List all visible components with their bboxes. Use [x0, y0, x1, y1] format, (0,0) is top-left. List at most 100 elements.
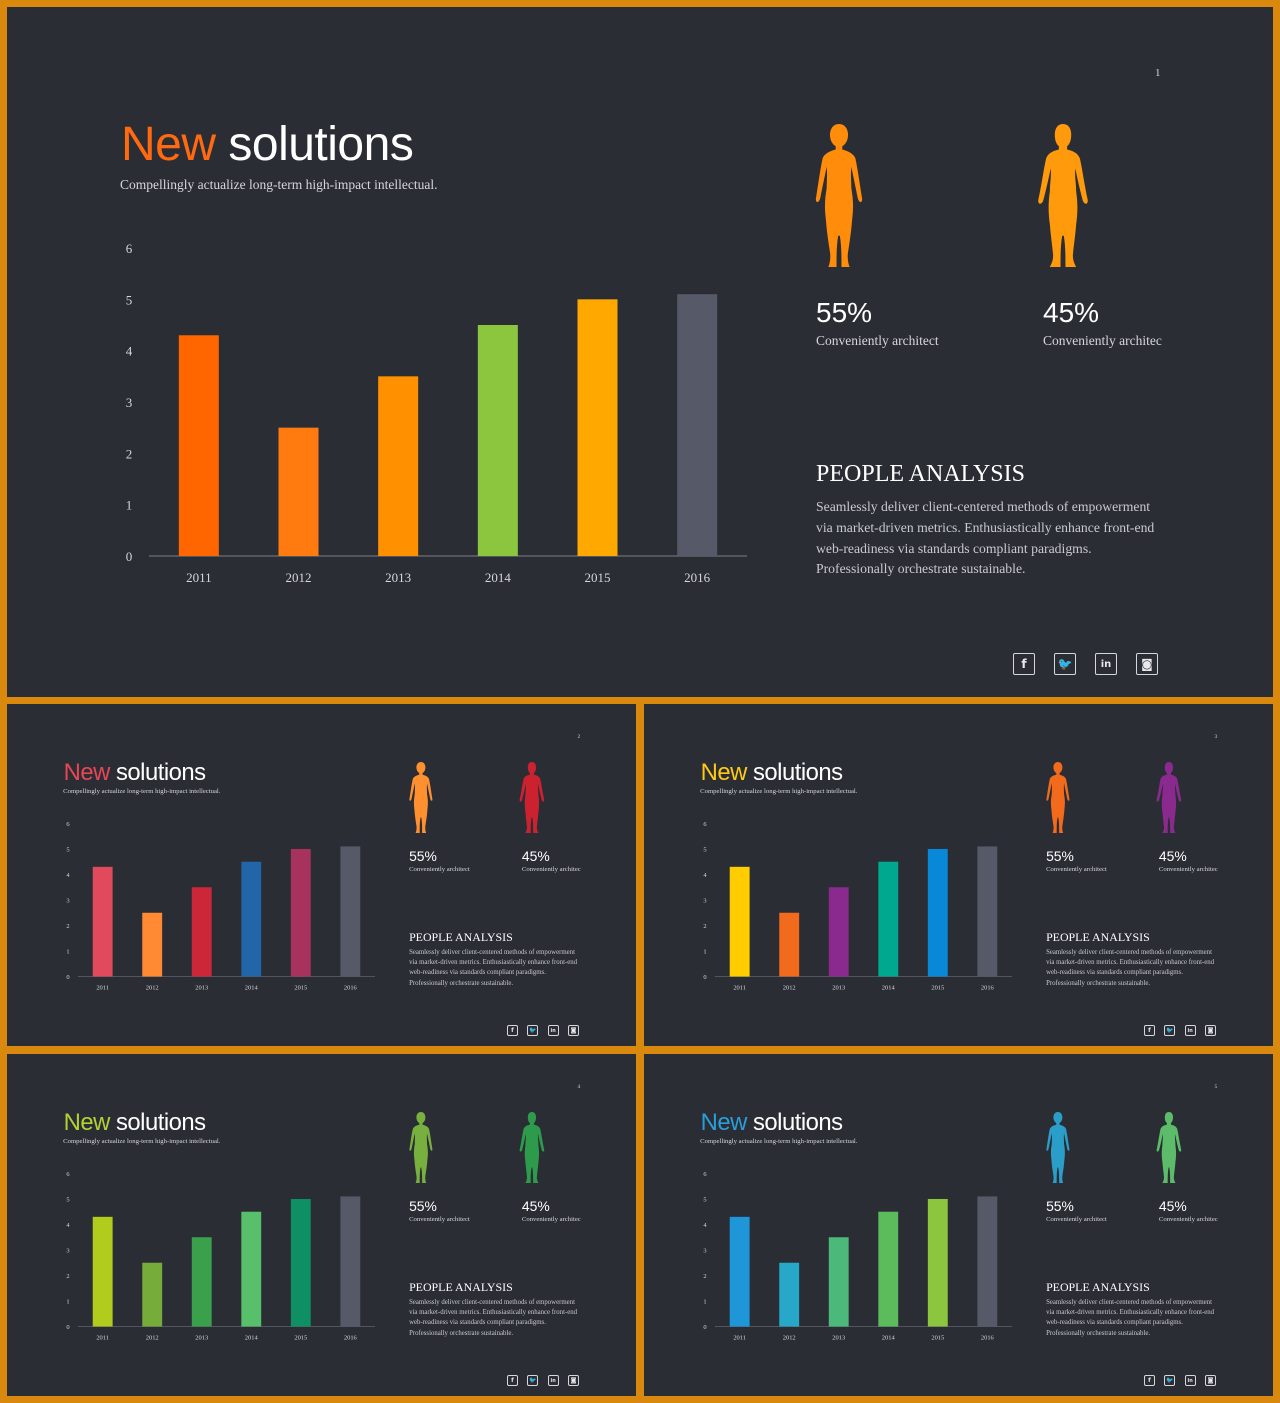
y-tick-label: 6: [66, 1171, 70, 1178]
y-tick-label: 1: [66, 1299, 69, 1306]
twitter-icon[interactable]: 🐦: [527, 1375, 539, 1386]
x-tick-label: 2015: [294, 985, 307, 992]
bar-2011: [729, 867, 750, 977]
slide-number: 2: [577, 733, 581, 740]
y-tick-label: 1: [703, 1299, 706, 1306]
instagram-icon[interactable]: ◙: [568, 1025, 579, 1036]
y-tick-label: 4: [66, 1222, 70, 1229]
slide-1: 1 New solutions Compellingly actualize lon…: [7, 7, 1273, 697]
x-tick-label: 2016: [684, 570, 711, 585]
x-tick-label: 2012: [145, 985, 158, 992]
figure-shape: [1156, 762, 1182, 834]
x-tick-label: 2013: [195, 1335, 208, 1342]
y-tick-label: 6: [703, 821, 707, 828]
y-tick-label: 5: [66, 847, 69, 854]
y-tick-label: 1: [703, 949, 706, 956]
figure-shape: [1038, 124, 1088, 267]
title-accent: New: [63, 758, 111, 786]
male-figure-icon: [1156, 762, 1182, 834]
bar-2015: [927, 849, 948, 977]
linkedin-icon[interactable]: in: [547, 1375, 559, 1386]
bar-2015: [290, 849, 311, 977]
y-tick-label: 6: [703, 1171, 707, 1178]
linkedin-icon[interactable]: in: [547, 1025, 559, 1036]
title-rest: solutions: [746, 758, 843, 786]
bar-2011: [92, 867, 113, 977]
subtitle: Compellingly actualize long-term high-im…: [700, 788, 858, 796]
facebook-icon[interactable]: f: [1143, 1375, 1155, 1386]
bar-2014: [240, 862, 261, 977]
subtitle: Compellingly actualize long-term high-im…: [63, 1138, 221, 1146]
linkedin-icon[interactable]: in: [1095, 653, 1117, 675]
bar-chart: 0 1 2 3 4 5 6 2011 2012 2013 2014 2015 2016: [126, 241, 747, 585]
percentage-label: Conveniently architec: [521, 1216, 581, 1224]
percentage-value: 55%: [1046, 1198, 1074, 1215]
social-links: f 🐦 in ◙: [1143, 1375, 1225, 1386]
facebook-icon[interactable]: f: [506, 1025, 518, 1036]
bar-chart: 0 1 2 3 4 5 6 2011 2012 2013 2014 2015 2016: [703, 821, 1012, 992]
title-rest: solutions: [109, 758, 206, 786]
facebook-icon[interactable]: f: [506, 1375, 518, 1386]
social-links: f 🐦 in ◙: [1013, 653, 1177, 675]
male-figure-icon: [1038, 124, 1088, 267]
analysis-body: Seamlessly deliver client-centered metho…: [1046, 948, 1215, 987]
female-figure-icon: [1046, 1112, 1069, 1184]
y-tick-label: 3: [703, 898, 706, 905]
analysis-title: PEOPLE ANALYSIS: [409, 1279, 513, 1294]
percentage-value: 45%: [521, 1198, 550, 1215]
linkedin-icon[interactable]: in: [1184, 1025, 1196, 1036]
percentage-label: Conveniently architec: [1043, 333, 1162, 348]
twitter-icon[interactable]: 🐦: [1164, 1375, 1176, 1386]
bar-2016: [977, 1196, 997, 1327]
bar-2013: [828, 887, 849, 977]
x-tick-label: 2012: [782, 1335, 795, 1342]
instagram-icon[interactable]: ◙: [1205, 1025, 1216, 1036]
facebook-icon[interactable]: f: [1143, 1025, 1155, 1036]
x-tick-label: 2014: [881, 985, 895, 992]
slide-5: 5 New solutions Compellingly actualize lon…: [644, 1054, 1273, 1396]
y-tick-label: 1: [66, 949, 69, 956]
subtitle: Compellingly actualize long-term high-im…: [63, 788, 221, 796]
figure-shape: [409, 1112, 432, 1184]
instagram-icon[interactable]: ◙: [1205, 1375, 1216, 1386]
x-tick-label: 2016: [344, 985, 358, 992]
x-tick-label: 2012: [145, 1335, 158, 1342]
facebook-icon[interactable]: f: [1013, 653, 1035, 675]
slide-number: 3: [1214, 733, 1218, 740]
y-tick-label: 4: [126, 344, 133, 359]
bar-2013: [191, 887, 212, 977]
y-tick-label: 2: [66, 923, 69, 930]
figure-shape: [815, 124, 863, 267]
y-tick-label: 4: [703, 1222, 707, 1229]
twitter-icon[interactable]: 🐦: [1054, 653, 1076, 675]
title-accent: New: [63, 1108, 111, 1136]
percentage-label: Conveniently architect: [1046, 1216, 1107, 1224]
analysis-title: PEOPLE ANALYSIS: [816, 461, 1025, 487]
twitter-icon[interactable]: 🐦: [527, 1025, 539, 1036]
y-tick-label: 4: [703, 872, 707, 879]
subtitle: Compellingly actualize long-term high-im…: [120, 177, 438, 192]
instagram-icon[interactable]: ◙: [1136, 653, 1158, 675]
percentage-label: Conveniently architec: [521, 866, 581, 874]
y-tick-label: 2: [126, 446, 133, 461]
x-tick-label: 2012: [286, 570, 312, 585]
male-figure-icon: [1156, 1112, 1182, 1184]
bar-2012: [778, 913, 799, 977]
instagram-icon[interactable]: ◙: [568, 1375, 579, 1386]
bar-2014: [877, 1212, 898, 1327]
y-tick-label: 3: [703, 1248, 706, 1255]
linkedin-icon[interactable]: in: [1184, 1375, 1196, 1386]
percentage-value: 55%: [409, 848, 437, 865]
percentage-value: 45%: [1158, 848, 1187, 865]
bar-2011: [178, 335, 219, 556]
percentage-value: 55%: [409, 1198, 437, 1215]
y-tick-label: 0: [126, 549, 133, 564]
twitter-icon[interactable]: 🐦: [1164, 1025, 1176, 1036]
percentage-label: Conveniently architect: [409, 866, 470, 874]
slide-3: 3 New solutions Compellingly actualize lon…: [644, 704, 1273, 1046]
y-tick-label: 3: [66, 1248, 69, 1255]
female-figure-icon: [815, 124, 863, 267]
bar-2014: [240, 1212, 261, 1327]
page-title: New solutions: [64, 759, 206, 787]
slide-number: 5: [1214, 1083, 1218, 1090]
